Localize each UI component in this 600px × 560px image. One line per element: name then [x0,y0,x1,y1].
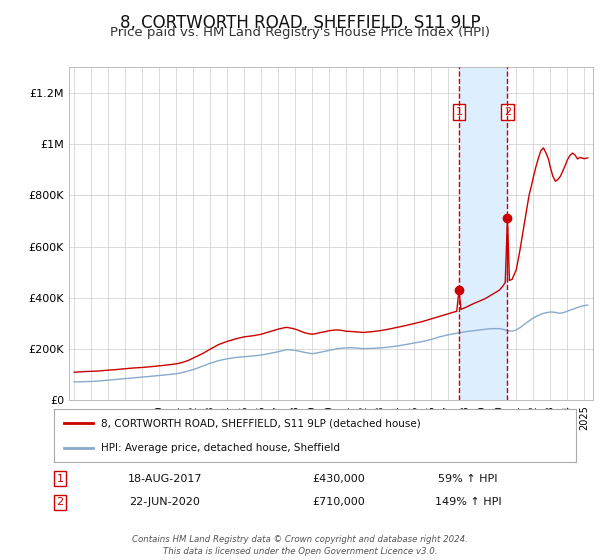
Text: 1: 1 [455,107,463,117]
Text: Price paid vs. HM Land Registry's House Price Index (HPI): Price paid vs. HM Land Registry's House … [110,26,490,39]
Text: 149% ↑ HPI: 149% ↑ HPI [434,497,502,507]
Text: 18-AUG-2017: 18-AUG-2017 [128,474,202,484]
Text: 8, CORTWORTH ROAD, SHEFFIELD, S11 9LP: 8, CORTWORTH ROAD, SHEFFIELD, S11 9LP [119,14,481,32]
Bar [459,67,508,400]
Text: £430,000: £430,000 [313,474,365,484]
Text: HPI: Average price, detached house, Sheffield: HPI: Average price, detached house, Shef… [101,442,340,452]
Text: 2: 2 [504,107,511,117]
Text: 59% ↑ HPI: 59% ↑ HPI [438,474,498,484]
Text: 1: 1 [56,474,64,484]
Text: 8, CORTWORTH ROAD, SHEFFIELD, S11 9LP (detached house): 8, CORTWORTH ROAD, SHEFFIELD, S11 9LP (d… [101,418,421,428]
Text: 2: 2 [56,497,64,507]
Text: £710,000: £710,000 [313,497,365,507]
Text: 22-JUN-2020: 22-JUN-2020 [130,497,200,507]
Text: Contains HM Land Registry data © Crown copyright and database right 2024.
This d: Contains HM Land Registry data © Crown c… [132,535,468,556]
